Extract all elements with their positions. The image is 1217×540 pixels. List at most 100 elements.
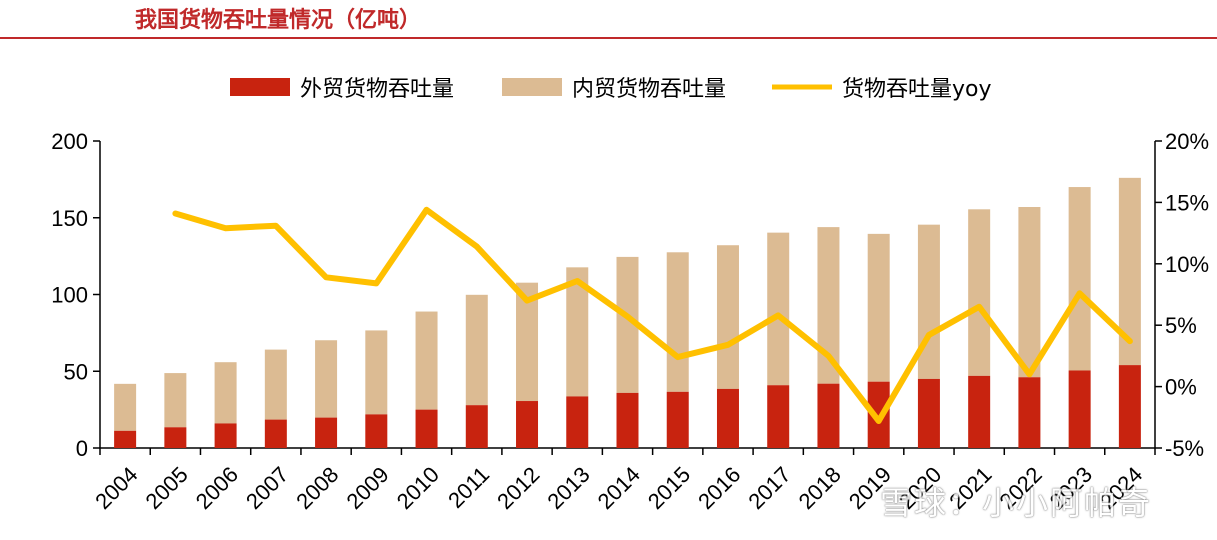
yoy-line-layer [172,206,1133,424]
x-tick-label: 2016 [693,462,745,514]
legend-swatch-foreign [230,78,290,96]
y-right-tick-label: 20% [1165,129,1209,154]
x-tick-label: 2018 [794,462,846,514]
yoy-point [825,353,831,359]
yoy-point [926,332,932,338]
y-left-tick-label: 50 [64,359,88,384]
bar-domestic [315,340,338,418]
bar-domestic [365,330,388,415]
x-tick-label: 2004 [90,462,142,514]
yoy-point [725,342,731,348]
bar-domestic [666,252,689,392]
x-tick-label: 2006 [191,462,243,514]
y-left-tick-label: 0 [76,436,88,461]
bar-foreign [968,375,991,448]
bar-foreign [365,414,388,448]
y-right-tick-label: -5% [1165,436,1204,461]
y-left-tick-label: 100 [51,283,88,308]
bar-foreign [1018,377,1041,448]
yoy-point [976,304,982,310]
bar-domestic [164,373,187,428]
yoy-point [273,223,279,229]
x-tick-label: 2008 [291,462,343,514]
bar-domestic [214,362,237,424]
x-tick-label: 2007 [241,462,293,514]
yoy-point [323,274,329,280]
yoy-point [876,418,882,424]
bar-domestic [1018,207,1041,378]
bar-foreign [1068,370,1091,448]
bar-foreign [114,430,137,448]
bar-domestic [114,383,137,431]
bar-domestic [1118,177,1141,366]
x-tick-label: 2013 [542,462,594,514]
yoy-point [223,225,229,231]
yoy-point [1077,290,1083,296]
y-left-tick-label: 150 [51,206,88,231]
y-left-tick-label: 200 [51,129,88,154]
bar-foreign [516,401,539,448]
bar-foreign [867,381,890,448]
bar-domestic [415,311,438,410]
x-tick-label: 2017 [743,462,795,514]
yoy-line [172,206,1133,424]
bar-foreign [214,423,237,448]
bar-foreign [264,419,287,448]
y-right-tick-label: 15% [1165,190,1209,215]
x-tick-label: 2009 [341,462,393,514]
legend-label-foreign: 外贸货物吞吐量 [300,77,454,102]
bar-foreign [767,385,790,448]
bar-domestic [264,349,287,420]
bar-domestic [968,209,991,376]
y-right-tick-label: 0% [1165,375,1197,400]
page-title: 我国货物吞吐量情况（亿吨） [135,7,422,33]
legend-label-domestic: 内贸货物吞吐量 [572,77,726,102]
bar-domestic [566,267,589,397]
y-right-tick-label: 5% [1165,313,1197,338]
title-rule [0,37,1217,39]
yoy-point [424,207,430,213]
bar-foreign [415,409,438,448]
bar-domestic [616,256,639,393]
x-tick-label: 2012 [492,462,544,514]
bar-domestic [1068,187,1091,371]
x-tick-label: 2015 [643,462,695,514]
yoy-point [625,314,630,320]
bar-domestic [917,224,940,379]
yoy-point [1127,338,1133,344]
legend-label-yoy: 货物吞吐量yoy [842,77,992,102]
bar-domestic [516,282,539,402]
bar-foreign [616,392,639,448]
yoy-point [574,278,580,284]
x-tick-label: 2011 [443,462,494,513]
bar-foreign [164,427,187,448]
yoy-point [172,210,178,216]
yoy-point [1026,371,1032,377]
bar-foreign [315,417,338,448]
bar-domestic [716,245,739,389]
y-right-tick-label: 10% [1165,252,1209,277]
watermark: 雪球：小小阿帕奇 [880,484,1153,522]
x-tick-label: 2014 [593,462,645,514]
bar-foreign [1118,365,1141,448]
yoy-point [524,298,530,304]
bar-foreign [917,378,940,448]
bar-domestic [465,294,488,406]
bar-domestic [867,233,890,382]
x-tick-label: 2010 [392,462,444,514]
legend-swatch-domestic [502,78,562,96]
bar-foreign [465,405,488,448]
yoy-point [474,244,480,250]
bar-domestic [817,227,840,384]
bar-foreign [666,391,689,448]
x-tick-label: 2005 [140,462,192,514]
yoy-point [675,354,681,360]
bar-domestic [767,232,790,386]
yoy-point [775,312,781,318]
bar-foreign [817,383,840,448]
bar-foreign [566,396,589,448]
bar-foreign [716,388,739,448]
yoy-point [373,280,379,286]
legend: 外贸货物吞吐量 内贸货物吞吐量 货物吞吐量yoy [230,77,992,102]
